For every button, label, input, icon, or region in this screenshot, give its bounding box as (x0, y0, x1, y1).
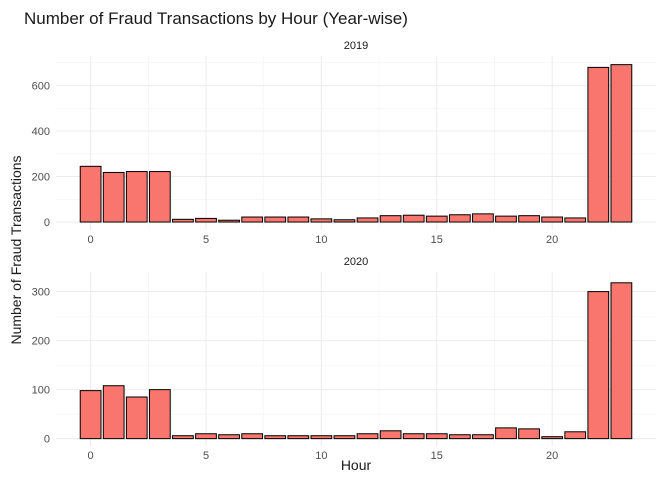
bar (610, 282, 633, 440)
x-tick-label: 10 (315, 450, 327, 462)
bar (541, 216, 564, 223)
bar (102, 385, 125, 440)
bar (472, 213, 494, 223)
bar (448, 434, 471, 440)
bar (356, 217, 379, 223)
bar (195, 433, 217, 440)
panel-strip-label: 2019 (344, 40, 368, 52)
bar (241, 433, 264, 440)
x-tick-label: 5 (203, 234, 209, 246)
bar (218, 434, 240, 440)
bar (125, 171, 148, 223)
x-tick-label: 20 (546, 450, 558, 462)
bar (102, 171, 125, 223)
y-axis-title: Number of Fraud Transactions (8, 155, 24, 344)
bar (125, 396, 148, 440)
x-tick-label: 20 (546, 234, 558, 246)
bar (425, 433, 448, 440)
bar (425, 215, 448, 223)
bar (287, 216, 310, 223)
bar (287, 435, 310, 440)
bar (241, 216, 264, 223)
bar (264, 216, 287, 223)
bar (148, 171, 171, 223)
bar (172, 435, 194, 440)
bar-series (79, 64, 633, 223)
bar (172, 218, 194, 223)
bar (310, 218, 333, 223)
bar (518, 215, 540, 223)
y-tick-label: 100 (32, 385, 50, 397)
y-tick-label: 0 (44, 217, 50, 229)
y-tick-label: 0 (44, 434, 50, 446)
x-tick-label: 5 (203, 450, 209, 462)
bar (310, 435, 333, 440)
bar (195, 217, 217, 223)
x-axis-title: Hour (341, 457, 372, 473)
y-tick-label: 200 (32, 172, 50, 184)
bar (587, 66, 610, 223)
x-tick-label: 0 (88, 234, 94, 246)
panel-2019: 2019 0 200 400 600 0 5 10 15 20 (32, 40, 656, 246)
bar (79, 390, 102, 440)
x-tick-label: 10 (315, 234, 327, 246)
bar (610, 64, 633, 223)
bar (148, 389, 171, 440)
bar (402, 433, 425, 440)
bar (356, 433, 379, 440)
panel-2020: 2020 0 100 200 300 0 5 10 15 20 (32, 256, 656, 462)
x-tick-label: 0 (88, 450, 94, 462)
bar (564, 217, 587, 223)
panel-strip-label: 2020 (344, 256, 368, 268)
bar (541, 436, 564, 440)
bar (448, 214, 471, 223)
bar (518, 428, 540, 440)
bar-series (79, 282, 633, 440)
bar (218, 219, 240, 223)
bar (79, 165, 102, 223)
bar (495, 215, 517, 223)
bar (564, 431, 587, 440)
grid (56, 272, 656, 446)
y-tick-label: 300 (32, 287, 50, 299)
bar (333, 435, 356, 440)
x-tick-label: 15 (431, 234, 443, 246)
bar (587, 291, 610, 440)
bar (264, 435, 287, 440)
bar (333, 219, 356, 223)
x-tick-label: 15 (431, 450, 443, 462)
chart-title: Number of Fraud Transactions by Hour (Ye… (24, 9, 408, 28)
bar (379, 215, 402, 223)
y-tick-label: 400 (32, 126, 50, 138)
bar (402, 214, 425, 223)
y-tick-label: 600 (32, 81, 50, 93)
bar (495, 427, 517, 440)
bar (379, 430, 402, 440)
bar (472, 434, 494, 440)
y-tick-label: 200 (32, 336, 50, 348)
